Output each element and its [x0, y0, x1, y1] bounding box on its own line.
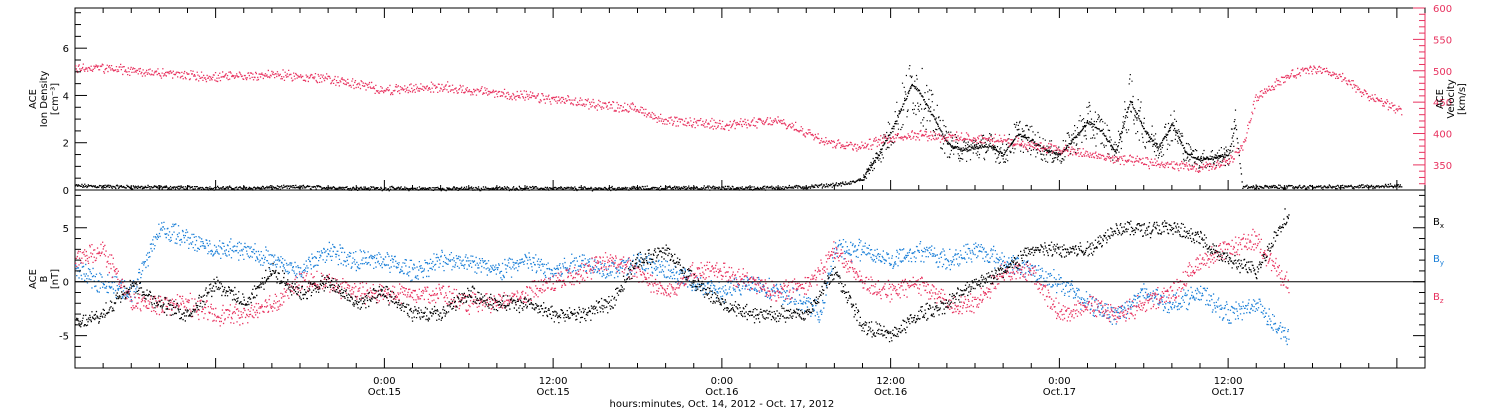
- series-by: [75, 221, 1290, 346]
- bottom-left-ylabel-line: ACE: [28, 269, 39, 289]
- x-tick-label-date: Oct.16: [874, 387, 907, 398]
- top-left-tick-label: 6: [63, 44, 69, 55]
- top-right-ylabel-line: Velocity: [1446, 79, 1457, 118]
- top-right-tick-label: 500: [1433, 67, 1452, 78]
- x-tick-label-date: Oct.16: [705, 387, 738, 398]
- top-right-tick-label: 450: [1433, 98, 1452, 109]
- bottom-left-tick-label: -5: [59, 332, 69, 343]
- bottom-panel-marks: [75, 208, 1425, 346]
- x-tick-label-date: Oct.15: [537, 387, 570, 398]
- top-right-tick-label: 400: [1433, 130, 1452, 141]
- x-tick-label-date: Oct.15: [368, 387, 401, 398]
- bottom-left-tick-label: 0: [63, 278, 69, 289]
- series-velocity: [75, 63, 1403, 173]
- bottom-left-ylabel-line: B: [39, 275, 50, 282]
- top-right-ylabel: ACE Velocity [km/s]: [1435, 79, 1468, 118]
- x-tick-label-time: 12:00: [1214, 376, 1243, 387]
- top-panel-ticks: 0 2 4 6 350 400 450 500 550 600: [63, 4, 1452, 197]
- bottom-panel-ticks: -5050:00Oct.1512:00Oct.150:00Oct.1612:00…: [59, 194, 1426, 398]
- legend-bx: Bx: [1433, 217, 1444, 230]
- x-tick-label-time: 12:00: [539, 376, 568, 387]
- legend-by: By: [1433, 254, 1444, 267]
- x-tick-label-time: 0:00: [1048, 376, 1070, 387]
- x-tick-label-time: 12:00: [876, 376, 905, 387]
- top-left-ylabel-line: [cm⁻³]: [50, 83, 61, 115]
- series-ion-density: [75, 83, 1403, 192]
- series-ion-density-points: [75, 83, 1403, 192]
- bottom-left-tick-label: 5: [63, 224, 69, 235]
- top-left-ylabel: ACE Ion Density [cm⁻³]: [28, 71, 61, 128]
- bottom-left-ylabel-line: [nT]: [50, 269, 61, 289]
- x-tick-label-date: Oct.17: [1212, 387, 1245, 398]
- top-left-tick-label: 4: [63, 91, 69, 102]
- series-bx-points: [75, 208, 1290, 343]
- x-tick-label-time: 0:00: [373, 376, 395, 387]
- series-velocity-points: [75, 63, 1403, 173]
- x-tick-label-date: Oct.17: [1043, 387, 1076, 398]
- series-bx: [75, 208, 1290, 343]
- top-left-tick-label: 0: [63, 186, 69, 197]
- series-bz-points: [75, 228, 1290, 327]
- top-right-tick-label: 600: [1433, 4, 1452, 15]
- x-tick-label-time: 0:00: [711, 376, 733, 387]
- legend-bz: Bz: [1433, 292, 1444, 305]
- top-left-ylabel-line: Ion Density: [39, 71, 50, 128]
- top-right-ylabel-line: ACE: [1435, 89, 1446, 109]
- top-right-tick-label: 550: [1433, 35, 1452, 46]
- bottom-left-ylabel: ACE B [nT]: [28, 269, 61, 289]
- series-bz: [75, 228, 1290, 327]
- top-left-ylabel-line: ACE: [28, 89, 39, 109]
- x-axis-label: hours:minutes, Oct. 14, 2012 - Oct. 17, …: [610, 399, 835, 410]
- axis-labels: ACE Ion Density [cm⁻³] ACE Velocity [km/s]ACE…: [28, 71, 1468, 410]
- top-right-ylabel-line: [km/s]: [1457, 83, 1468, 115]
- top-panel-marks: [75, 63, 1403, 192]
- top-left-tick-label: 2: [63, 139, 69, 150]
- top-right-tick-label: 350: [1433, 161, 1452, 172]
- series-by-points: [75, 221, 1290, 346]
